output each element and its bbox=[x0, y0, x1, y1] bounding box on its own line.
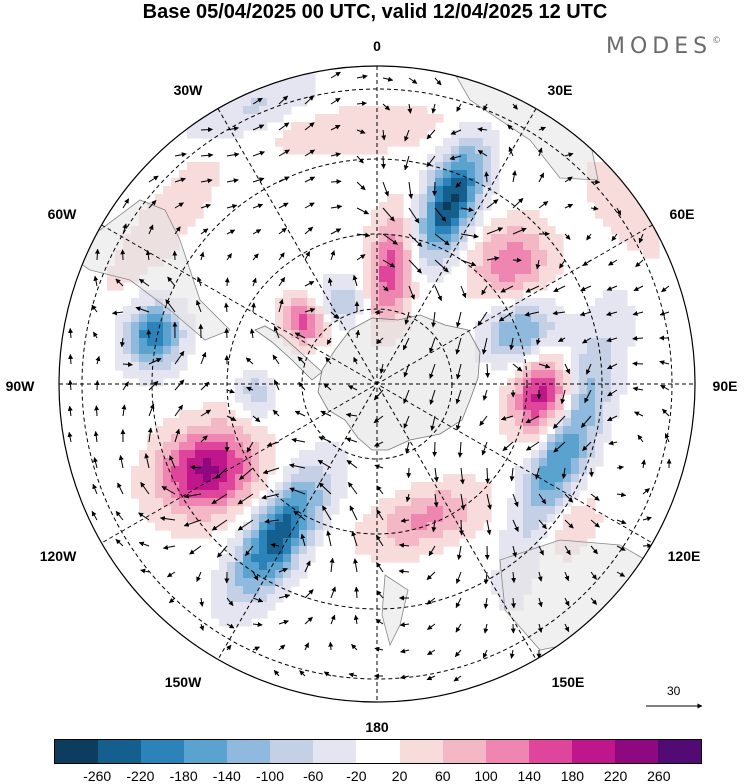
colorbar-swatch bbox=[486, 740, 529, 763]
wind-vector bbox=[226, 328, 227, 338]
lon-label-right-lower: 120E bbox=[668, 548, 701, 564]
colorbar-tick-label: -260 bbox=[83, 768, 111, 784]
wind-vector bbox=[487, 468, 488, 483]
colorbar-swatch bbox=[443, 740, 486, 763]
colorbar-tick-label: 60 bbox=[435, 768, 451, 784]
lon-label-left: 90W bbox=[6, 378, 35, 394]
colorbar-swatch bbox=[98, 740, 141, 763]
colorbar-tick-label: 260 bbox=[647, 768, 670, 784]
colorbar-swatch bbox=[529, 740, 572, 763]
colorbar-tick-label: 180 bbox=[561, 768, 584, 784]
wind-vector bbox=[383, 156, 384, 168]
colorbar-swatch bbox=[572, 740, 615, 763]
colorbar-tick-label: 220 bbox=[604, 768, 627, 784]
wind-vector bbox=[434, 442, 435, 456]
colorbar-tick-label: -220 bbox=[126, 768, 154, 784]
wind-vector bbox=[461, 520, 462, 535]
colorbar-tick-label: 100 bbox=[474, 768, 497, 784]
colorbar-tick-label: 140 bbox=[518, 768, 541, 784]
colorbar-tick-label: -180 bbox=[170, 768, 198, 784]
wind-vector bbox=[70, 354, 71, 364]
wind-vector bbox=[96, 406, 97, 416]
colorbar-swatch bbox=[141, 740, 184, 763]
wind-vector bbox=[331, 181, 341, 182]
wind-vector bbox=[330, 642, 331, 650]
lon-label-left-upper: 60W bbox=[48, 206, 77, 222]
wind-vector bbox=[434, 182, 435, 196]
colorbar-swatch bbox=[227, 740, 270, 763]
colorbar-tick-label: -140 bbox=[213, 768, 241, 784]
colorbar-swatch bbox=[615, 740, 658, 763]
colorbar-tick-label: -20 bbox=[346, 768, 366, 784]
lon-label-bottom: 180 bbox=[365, 719, 388, 735]
lon-label-top: 0 bbox=[373, 38, 381, 54]
reference-vector-label: 30 bbox=[667, 684, 680, 698]
colorbar-tick-labels: -260 -220 -180 -140 -100 -60 -20 20 60 100 140 180 2… bbox=[0, 768, 750, 784]
wind-vector bbox=[97, 249, 98, 260]
colorbar-swatch bbox=[356, 740, 399, 763]
colorbar-swatch bbox=[184, 740, 227, 763]
wind-vector bbox=[227, 278, 228, 286]
wind-vector bbox=[633, 363, 643, 364]
colorbar-tick-label: -60 bbox=[303, 768, 323, 784]
colorbar-swatch bbox=[658, 740, 701, 763]
lon-label-left-lower: 120W bbox=[40, 548, 77, 564]
lon-label-right: 90E bbox=[713, 378, 738, 394]
colorbar bbox=[54, 739, 702, 764]
wind-vector bbox=[201, 129, 212, 130]
lon-label-top-right: 30E bbox=[548, 82, 573, 98]
colorbar-swatch bbox=[313, 740, 356, 763]
lon-label-bottom-right: 150E bbox=[552, 674, 585, 690]
wind-vector bbox=[486, 172, 487, 182]
colorbar-swatch bbox=[55, 740, 98, 763]
colorbar-tick-label: -100 bbox=[256, 768, 284, 784]
lon-label-right-upper: 60E bbox=[670, 206, 695, 222]
lon-label-top-left: 30W bbox=[174, 82, 203, 98]
colorbar-tick-label: 20 bbox=[392, 768, 408, 784]
wind-vector bbox=[408, 468, 409, 478]
colorbar-swatch bbox=[270, 740, 313, 763]
colorbar-swatch bbox=[400, 740, 443, 763]
lon-label-bottom-left: 150W bbox=[165, 674, 202, 690]
